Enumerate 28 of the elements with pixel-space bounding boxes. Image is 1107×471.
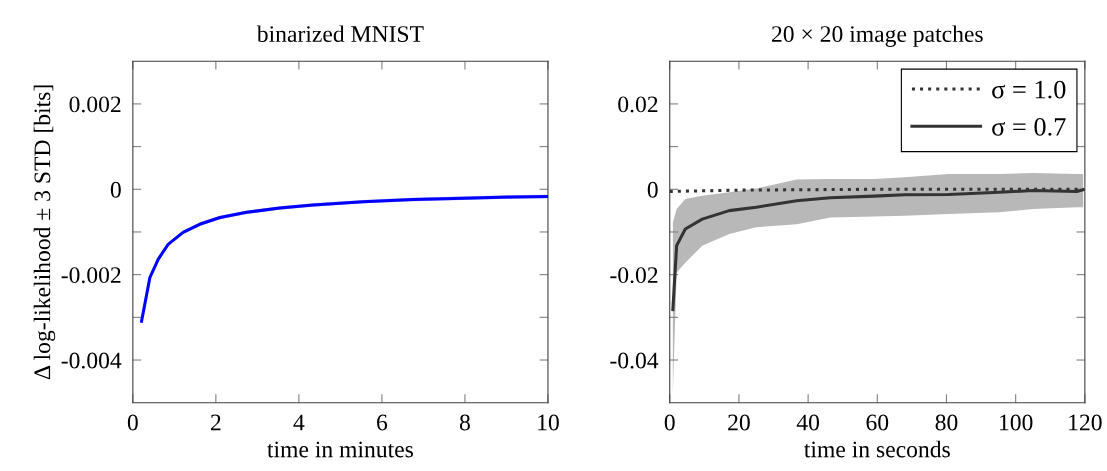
x-tick-label: 10	[538, 414, 559, 431]
x-tick-label: 0	[127, 414, 138, 431]
y-tick-label: 0	[647, 181, 658, 198]
x-tick-label: 80	[935, 414, 958, 431]
y-axis-title: Δ log-likelihood ± 3 STD [bits]	[33, 85, 56, 380]
y-tick-label: -0.02	[610, 267, 658, 284]
legend-label: σ = 0.7	[992, 117, 1066, 136]
x-tick-label: 40	[796, 414, 820, 431]
y-tick-label: -0.04	[610, 352, 659, 369]
x-axis-title: time in minutes	[267, 441, 413, 458]
x-tick-label: 60	[866, 414, 889, 431]
chart-title: binarized MNIST	[256, 25, 424, 43]
x-tick-label: 120	[1069, 414, 1102, 431]
x-axis-title: time in seconds	[804, 440, 950, 458]
y-tick-label: -0.002	[61, 267, 121, 284]
x-tick-label: 4	[293, 414, 305, 431]
y-tick-label: 0.002	[69, 96, 121, 113]
x-tick-label: 100	[1000, 414, 1033, 431]
x-tick-label: 8	[459, 414, 470, 431]
y-tick-label: -0.004	[61, 352, 122, 369]
y-tick-label: 0	[110, 181, 121, 198]
x-tick-label: 2	[211, 414, 221, 431]
chart-title: 20 × 20 image patches	[772, 25, 983, 47]
y-tick-label: 0.02	[618, 96, 658, 113]
x-tick-label: 20	[728, 414, 750, 431]
legend-label: σ = 1.0	[992, 80, 1066, 99]
x-tick-label: 6	[377, 414, 388, 431]
x-tick-label: 0	[664, 414, 675, 431]
